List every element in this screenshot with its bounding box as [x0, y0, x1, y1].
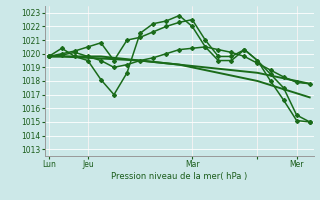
- X-axis label: Pression niveau de la mer( hPa ): Pression niveau de la mer( hPa ): [111, 172, 247, 181]
